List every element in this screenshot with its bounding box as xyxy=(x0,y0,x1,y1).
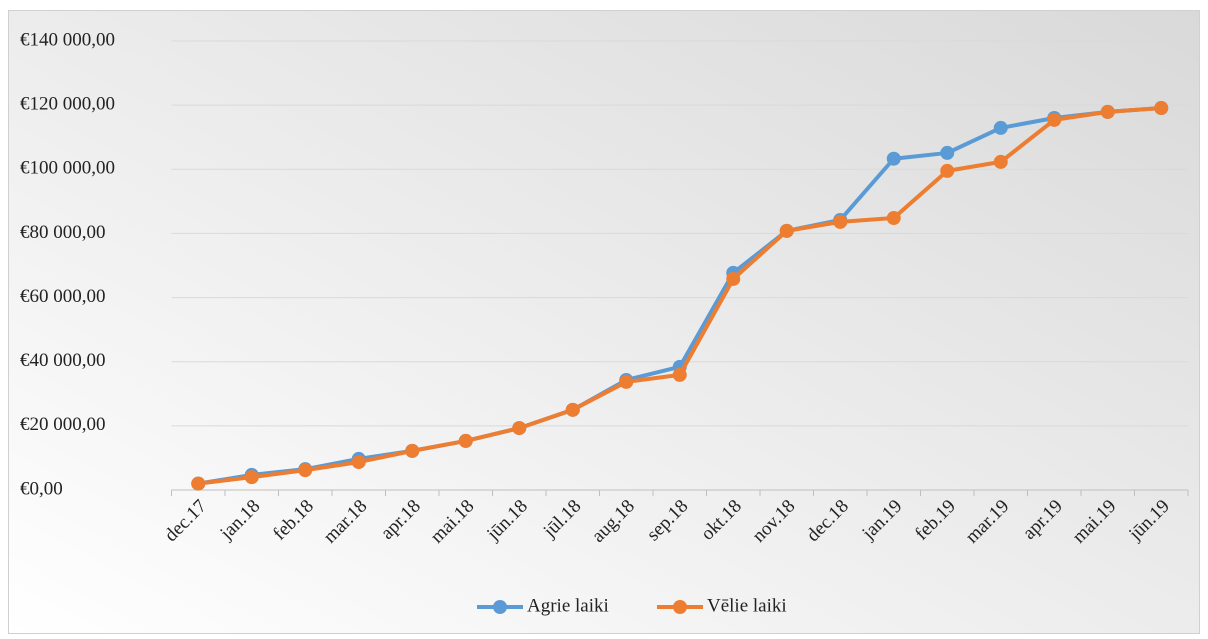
point xyxy=(458,433,473,448)
point xyxy=(1100,104,1115,119)
point xyxy=(405,443,420,458)
point xyxy=(779,223,794,238)
legend-item: Agrie laiki xyxy=(477,595,609,616)
y-tick-label: €60 000,00 xyxy=(20,286,106,307)
point xyxy=(191,476,206,491)
point xyxy=(244,470,259,485)
point xyxy=(726,271,741,286)
point xyxy=(565,402,580,417)
point xyxy=(940,145,955,160)
point xyxy=(672,367,687,382)
y-tick-label: €100 000,00 xyxy=(20,158,115,179)
legend-marker xyxy=(673,600,687,614)
y-tick-label: €40 000,00 xyxy=(20,350,106,371)
y-tick-label: €120 000,00 xyxy=(20,94,115,115)
y-tick-label: €20 000,00 xyxy=(20,414,106,435)
point xyxy=(298,463,313,478)
point xyxy=(512,421,527,436)
point xyxy=(993,154,1008,169)
legend-item: Vēlie laiki xyxy=(657,595,787,616)
legend-label: Agrie laiki xyxy=(527,595,609,616)
point xyxy=(1047,112,1062,127)
point xyxy=(993,120,1008,135)
point xyxy=(619,374,634,389)
point xyxy=(833,214,848,229)
y-tick-label: €0,00 xyxy=(20,478,63,499)
legend-label: Vēlie laiki xyxy=(707,595,787,616)
y-tick-label: €140 000,00 xyxy=(20,29,115,50)
point xyxy=(1154,101,1169,116)
point xyxy=(940,163,955,178)
legend-marker xyxy=(493,600,507,614)
y-tick-label: €80 000,00 xyxy=(20,222,106,243)
chart-background xyxy=(8,10,1200,634)
point xyxy=(351,455,366,470)
point xyxy=(886,151,901,166)
point xyxy=(886,211,901,226)
